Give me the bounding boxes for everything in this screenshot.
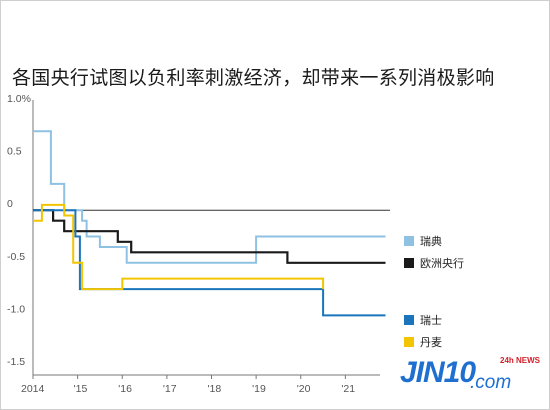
- x-tick-label: '16: [118, 383, 132, 395]
- x-tick-label: '19: [252, 383, 266, 395]
- legend-label: 瑞典: [420, 234, 442, 248]
- legend-label: 瑞士: [420, 313, 442, 327]
- legend-swatch: [404, 315, 414, 325]
- y-tick-label: -1.5: [7, 356, 25, 368]
- series-line: [33, 130, 386, 264]
- x-tick-label: 2014: [21, 383, 45, 395]
- x-tick-label: '15: [74, 383, 88, 395]
- plot-area: 2014 '15 '16 '17 '18 '19 '20 '21 1.0% 0.5 0 -0.5 -1…: [7, 93, 464, 395]
- y-tick-label: -0.5: [7, 251, 25, 263]
- x-tick-label: '18: [208, 383, 222, 395]
- legend-swatch: [404, 236, 414, 246]
- x-tick-label: '20: [297, 383, 311, 395]
- jin10-logo: JIN10: [400, 356, 476, 389]
- legend-label: 欧洲央行: [420, 257, 464, 270]
- x-tick-label: '17: [163, 383, 177, 395]
- legend-label: 丹麦: [420, 336, 442, 349]
- y-tick-label: 0.5: [7, 146, 22, 158]
- x-tick-label: '21: [341, 383, 355, 395]
- jin10-logo-badge: 24h NEWS: [500, 356, 541, 365]
- jin10-logo-suffix: .com: [470, 372, 512, 393]
- y-tick-label: 1.0%: [7, 93, 31, 105]
- y-tick-label: -1.0: [7, 303, 25, 315]
- y-tick-label: 0: [7, 198, 13, 210]
- series-line: [33, 209, 386, 264]
- legend-swatch: [404, 258, 414, 268]
- chart-title: 各国央行试图以负利率刺激经济，却带来一系列消极影响: [12, 67, 495, 89]
- legend-swatch: [404, 337, 414, 347]
- series-line: [33, 203, 325, 291]
